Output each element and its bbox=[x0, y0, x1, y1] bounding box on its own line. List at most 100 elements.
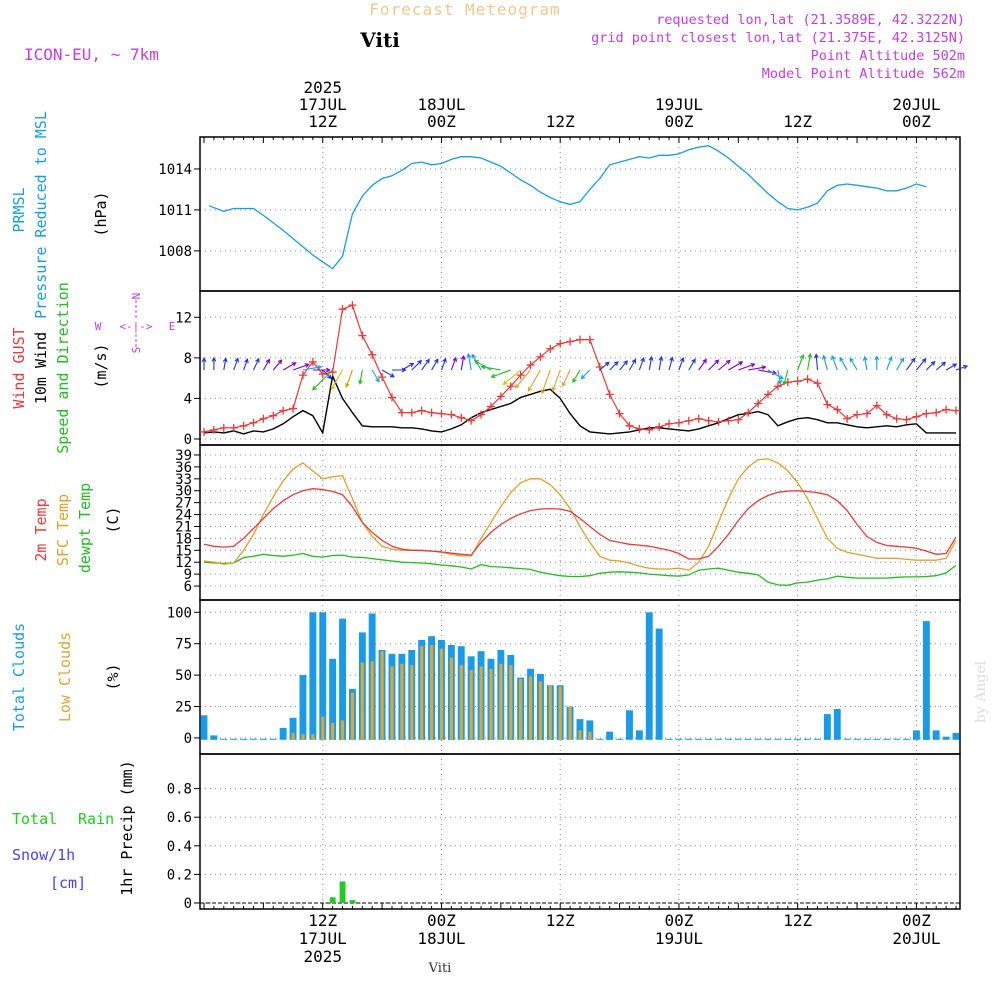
y-tick-label: 25 bbox=[175, 700, 192, 716]
total-cloud-bar bbox=[309, 612, 317, 740]
wind-arrow bbox=[371, 369, 380, 383]
gust-marker bbox=[754, 399, 763, 408]
wind-arrow bbox=[282, 362, 297, 371]
wind-arrow bbox=[502, 369, 521, 386]
total-cloud-bar bbox=[220, 738, 228, 740]
low-cloud-bar bbox=[420, 646, 424, 740]
time-label-date: 20JUL bbox=[892, 95, 940, 114]
legend-snow: Snow/1h bbox=[12, 846, 75, 864]
low-cloud-bar bbox=[370, 661, 374, 740]
gust-marker bbox=[556, 339, 565, 348]
wind-arrow bbox=[925, 360, 936, 371]
gust-marker bbox=[506, 382, 515, 391]
total-cloud-bar bbox=[606, 731, 614, 740]
low-cloud-bar bbox=[519, 678, 523, 740]
gust-marker bbox=[348, 301, 357, 310]
wind-arrow bbox=[440, 357, 447, 371]
wind-arrow bbox=[822, 354, 828, 371]
gust-label: Wind GUST bbox=[10, 327, 28, 408]
gust-marker bbox=[635, 424, 644, 433]
wind-arrow bbox=[490, 369, 511, 379]
gust-marker bbox=[457, 413, 466, 422]
chart-title: Forecast Meteogram bbox=[369, 0, 560, 19]
y-tick-label: 21 bbox=[175, 519, 192, 535]
gust-marker bbox=[209, 425, 218, 434]
total-cloud-bar bbox=[626, 710, 633, 740]
time-label-year: 2025 bbox=[303, 947, 342, 966]
total-cloud-bar bbox=[655, 628, 663, 740]
time-label-hour: 00Z bbox=[427, 911, 456, 930]
wind-arrow bbox=[540, 369, 551, 395]
total-cloud-bar bbox=[665, 738, 673, 740]
total-cloud-bar bbox=[942, 736, 950, 740]
y-tick-label: 27 bbox=[175, 496, 192, 512]
wind-arrow bbox=[688, 358, 696, 371]
gust-marker bbox=[566, 337, 575, 346]
total-cloud-bar bbox=[863, 738, 871, 740]
gust-marker bbox=[249, 418, 258, 427]
wind-arrow bbox=[767, 369, 784, 380]
gust-marker bbox=[368, 350, 377, 359]
wind-arrow bbox=[312, 367, 331, 373]
gust-marker bbox=[378, 373, 387, 382]
total-cloud-bar bbox=[814, 738, 821, 740]
legend-total: Total bbox=[12, 810, 57, 828]
wind-arrow bbox=[311, 369, 333, 391]
time-label-hour: 12Z bbox=[783, 112, 812, 131]
wind-direction-arrows bbox=[201, 352, 969, 395]
compass-north: N bbox=[130, 293, 143, 300]
total-cloud-bar bbox=[240, 738, 247, 740]
total-cloud-bar bbox=[784, 738, 792, 740]
wind-arrow bbox=[262, 358, 270, 371]
total-cloud-bar bbox=[269, 738, 277, 740]
y-tick-label: 8 bbox=[184, 351, 192, 367]
cloud-unit: (%) bbox=[104, 663, 122, 690]
low-cloud-bar bbox=[499, 663, 503, 740]
time-label-date: 18JUL bbox=[417, 95, 465, 114]
time-label-hour: 00Z bbox=[902, 911, 931, 930]
total-cloud-bar bbox=[339, 618, 346, 740]
wind-arrow bbox=[421, 358, 430, 371]
wind-arrow bbox=[302, 365, 323, 371]
time-label-hour: 00Z bbox=[664, 112, 693, 131]
time-label-date: 18JUL bbox=[417, 929, 465, 948]
total-cloud-bar bbox=[635, 730, 643, 740]
gust-marker bbox=[922, 409, 931, 418]
temp2m-line bbox=[203, 488, 957, 560]
wind-arrow bbox=[619, 360, 628, 371]
precip-bars bbox=[200, 881, 960, 904]
gust-line bbox=[203, 304, 957, 433]
wind-arrow bbox=[638, 357, 645, 371]
total-cloud-bar bbox=[695, 738, 703, 740]
low-cloud-bar bbox=[340, 720, 345, 740]
gust-marker bbox=[615, 409, 624, 418]
wind-arrow bbox=[411, 359, 423, 371]
gust-marker bbox=[813, 379, 822, 388]
time-label-hour: 12Z bbox=[308, 112, 337, 131]
wind-arrow bbox=[629, 358, 637, 371]
wind-arrow bbox=[561, 369, 571, 387]
wind-arrow bbox=[480, 364, 501, 371]
wind-arrow bbox=[514, 369, 531, 389]
y-tick-label: 0.4 bbox=[167, 839, 192, 855]
low-cloud-bar bbox=[360, 662, 364, 740]
gust-marker bbox=[734, 415, 743, 424]
total-cloud-bar bbox=[913, 730, 920, 740]
gust-marker bbox=[823, 400, 832, 409]
wind-arrow bbox=[609, 361, 619, 371]
panel-frame bbox=[199, 136, 961, 292]
gust-markers bbox=[200, 301, 960, 436]
wind-arrow bbox=[201, 357, 207, 370]
total-cloud-bar bbox=[725, 738, 732, 740]
y-tick-label: 33 bbox=[175, 472, 192, 488]
low-clouds-label: Low Clouds bbox=[56, 632, 74, 722]
gust-marker bbox=[665, 419, 674, 428]
wind-arrow bbox=[253, 357, 260, 371]
y-tick-label: 12 bbox=[175, 555, 192, 571]
wind-arrow bbox=[580, 369, 591, 380]
total-cloud-bar bbox=[903, 738, 910, 740]
wind-arrow bbox=[222, 357, 228, 371]
wind-arrow bbox=[874, 355, 880, 370]
